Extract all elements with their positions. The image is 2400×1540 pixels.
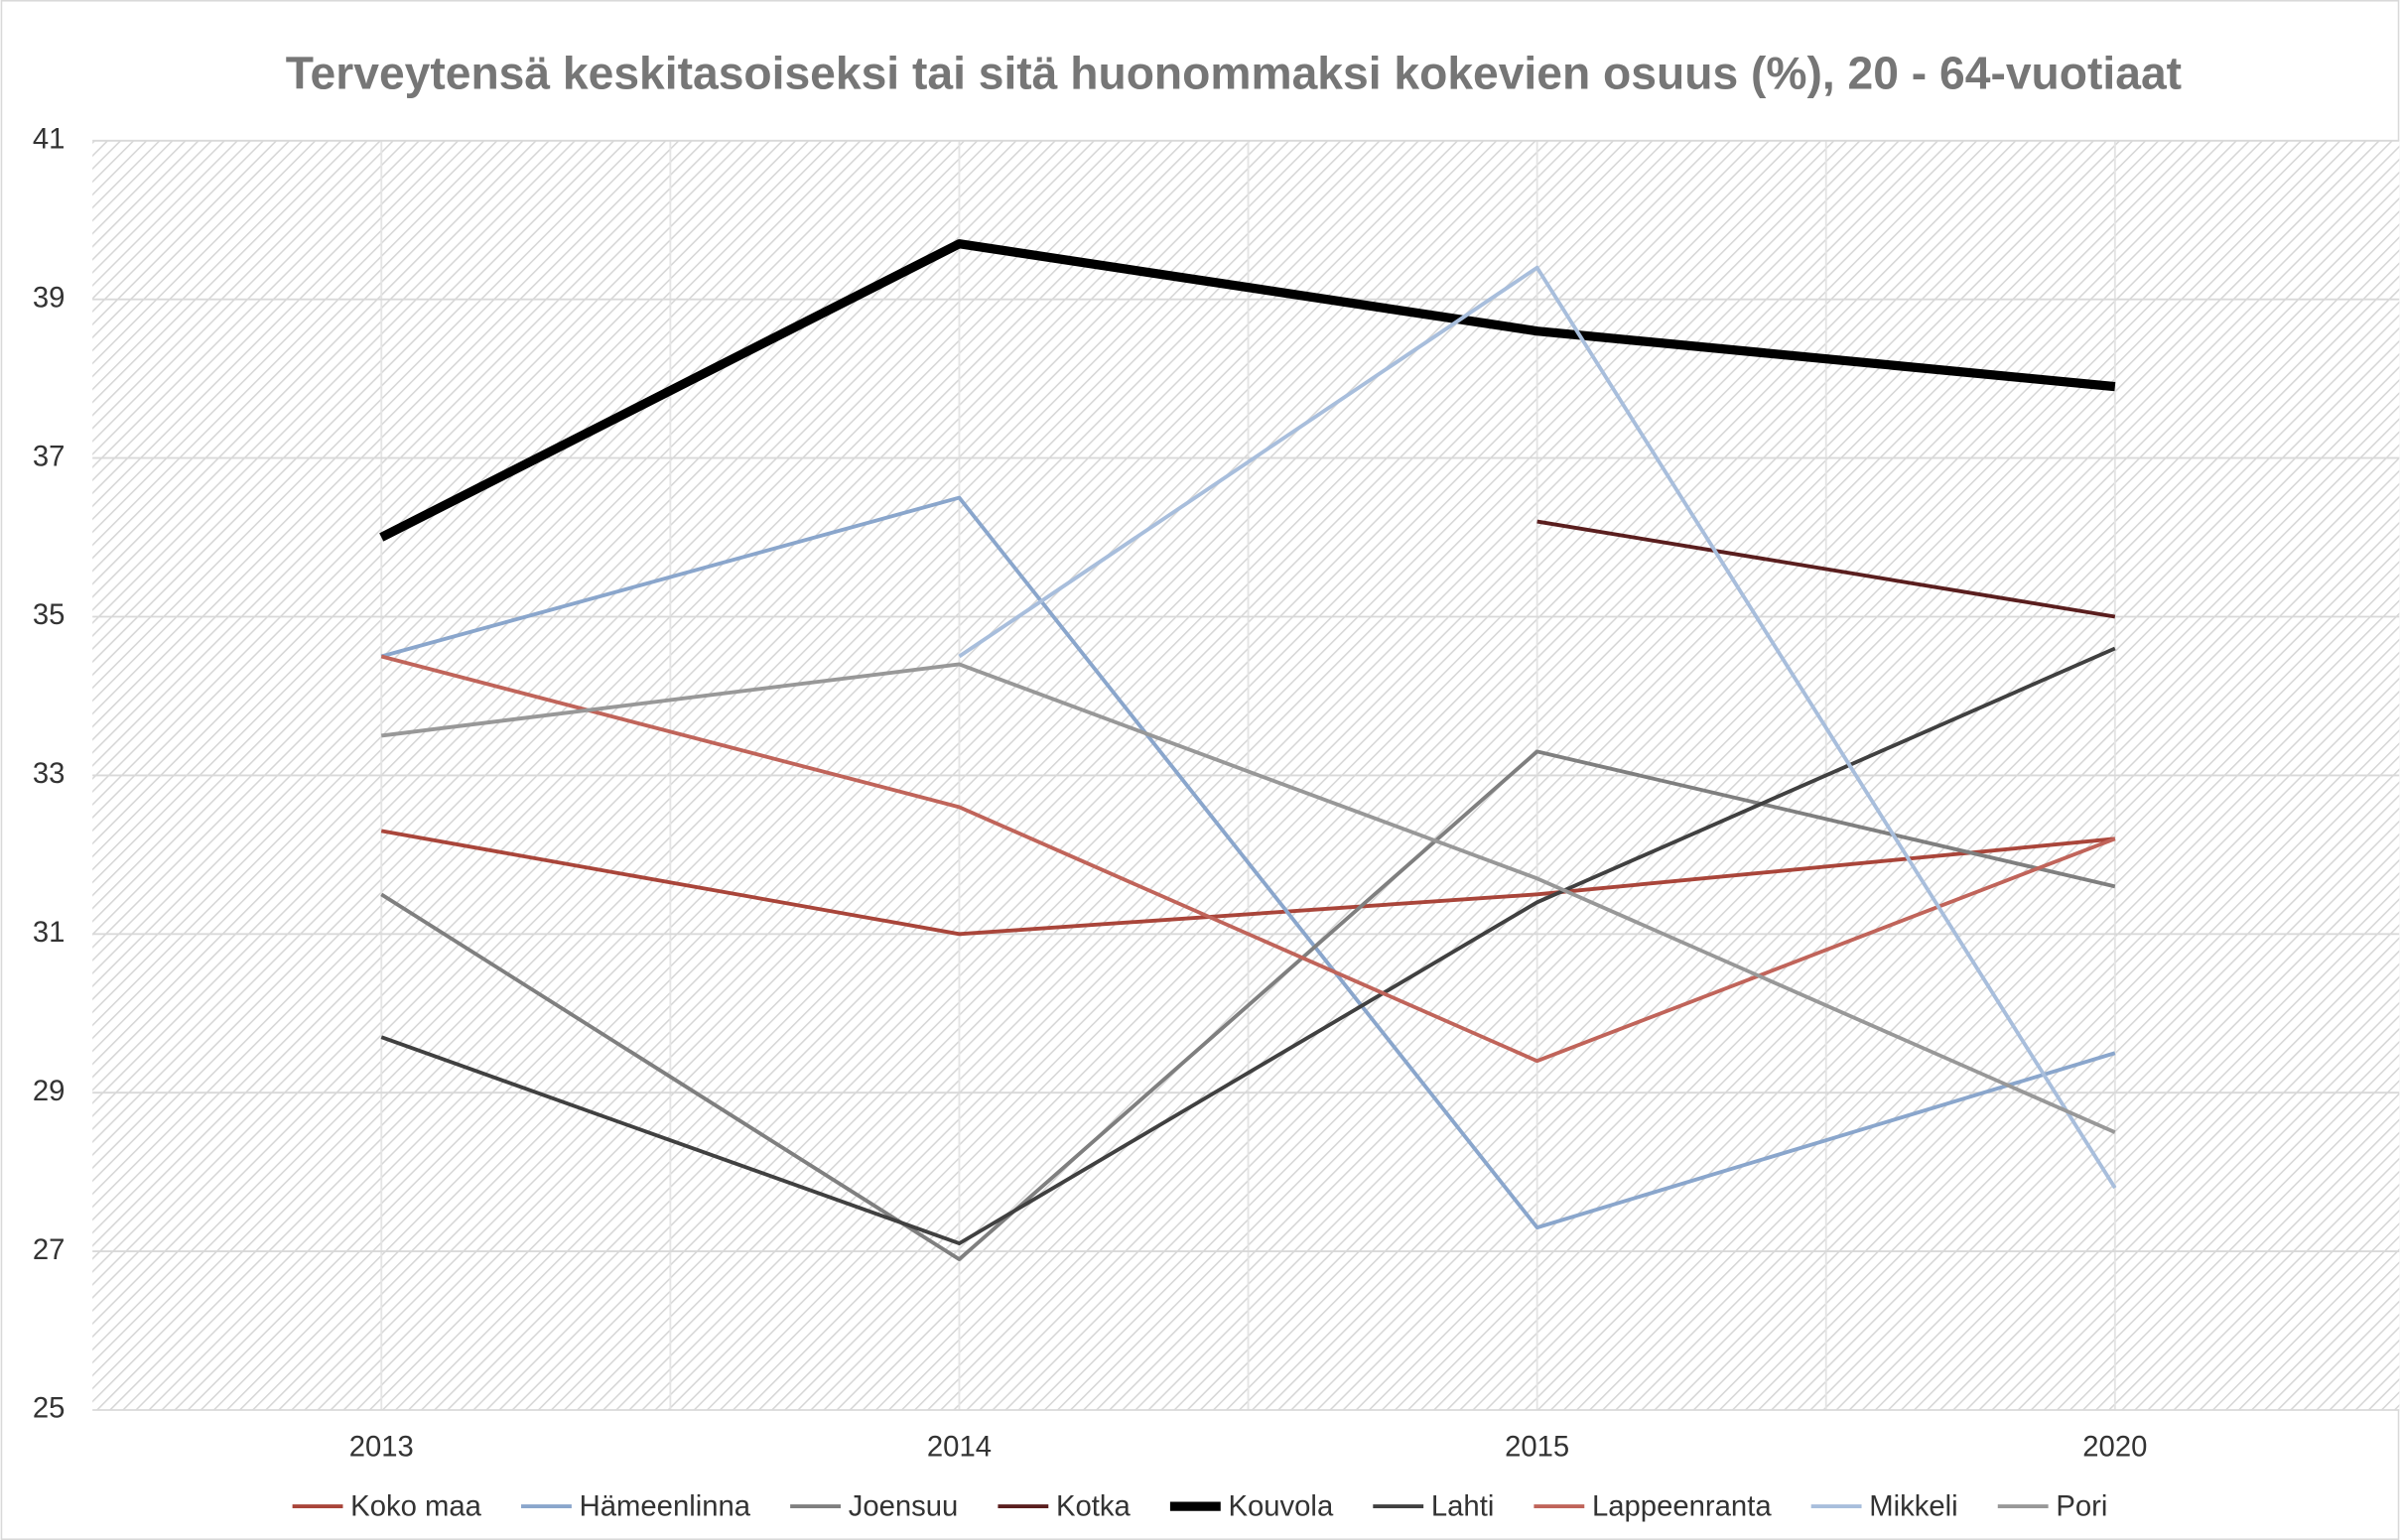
x-tick-label: 2014 — [927, 1430, 992, 1463]
y-tick-label: 35 — [33, 598, 66, 631]
legend-label: Kouvola — [1228, 1489, 1333, 1522]
series-line — [1536, 519, 2116, 619]
legend-label: Kotka — [1056, 1489, 1132, 1522]
y-tick-label: 39 — [33, 281, 66, 314]
legend-label: Hämeenlinna — [580, 1489, 751, 1522]
y-tick-label: 31 — [33, 916, 66, 949]
series-line — [380, 495, 2116, 1230]
series-line — [381, 662, 2116, 1134]
series-line — [958, 265, 2117, 1190]
legend-label: Koko maa — [350, 1489, 481, 1522]
series-line — [380, 829, 2116, 937]
legend-label: Joensuu — [849, 1489, 959, 1522]
x-tick-label: 2015 — [1505, 1430, 1569, 1463]
series-line — [379, 239, 2116, 542]
legend-label: Lahti — [1431, 1489, 1494, 1522]
legend-label: Mikkeli — [1869, 1489, 1957, 1522]
y-tick-label: 25 — [33, 1392, 66, 1425]
legend-label: Lappeenranta — [1592, 1489, 1772, 1522]
x-tick-label: 2020 — [2082, 1430, 2147, 1463]
series-line — [380, 654, 2116, 1064]
x-tick-label: 2013 — [349, 1430, 414, 1463]
series-line — [380, 749, 2116, 1262]
y-tick-label: 41 — [33, 123, 66, 156]
chart-title: Terveytensä keskitasoiseksi tai sitä huo… — [286, 47, 2182, 98]
y-tick-label: 29 — [33, 1075, 66, 1107]
y-tick-label: 27 — [33, 1233, 66, 1266]
y-tick-label: 37 — [33, 440, 66, 472]
legend-label: Pori — [2056, 1489, 2107, 1522]
series-line — [380, 646, 2116, 1246]
y-tick-label: 33 — [33, 757, 66, 790]
